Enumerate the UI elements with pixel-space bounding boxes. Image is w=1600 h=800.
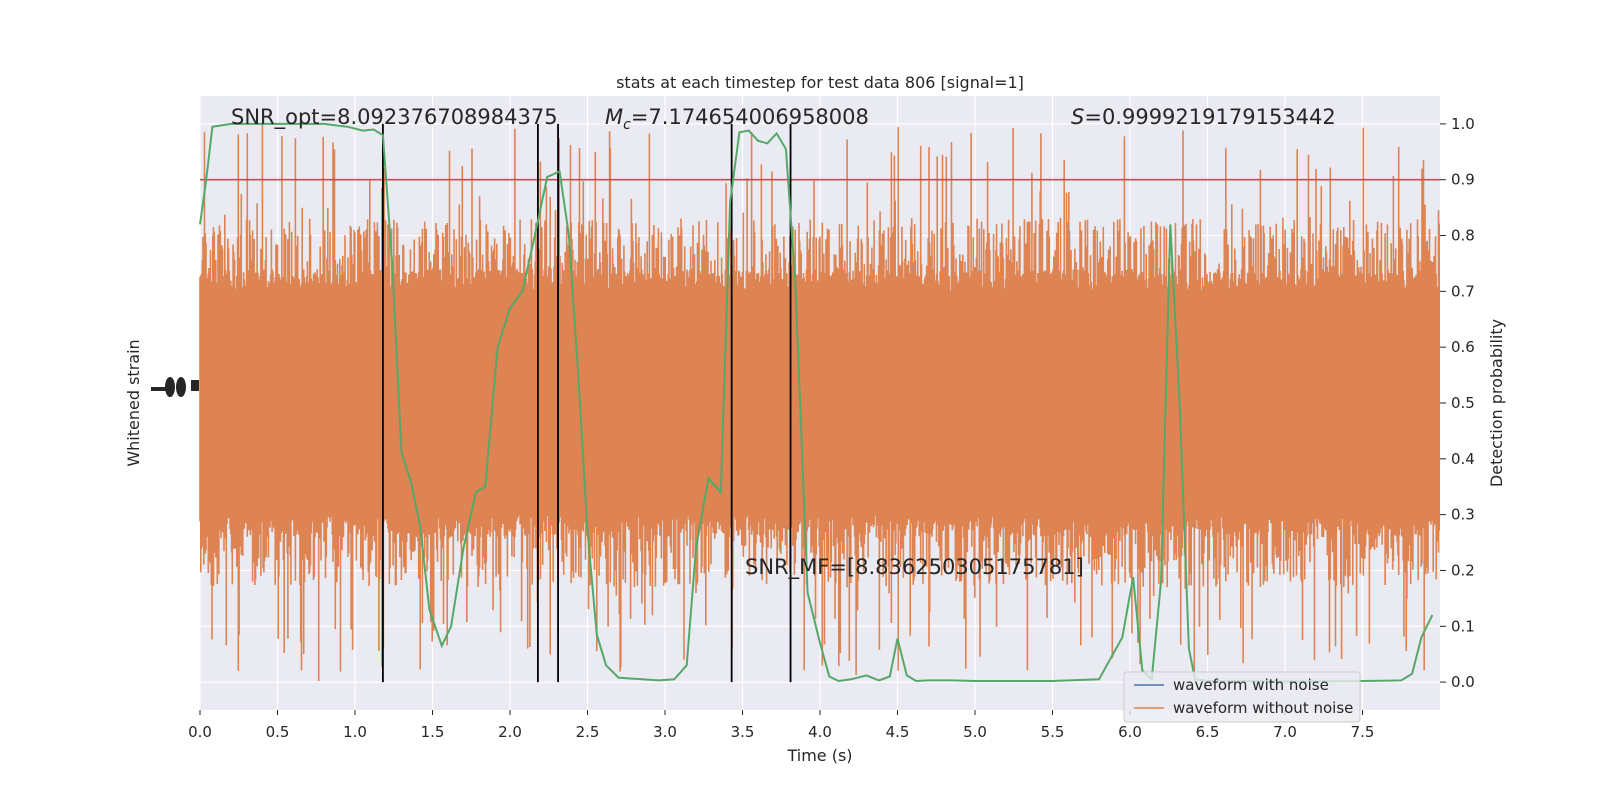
left-axis-ticks-collapsed (151, 377, 199, 397)
chart-title: stats at each timestep for test data 806… (616, 73, 1024, 92)
y-tick-label: 0.6 (1451, 338, 1475, 356)
legend-label-without-noise: waveform without noise (1173, 699, 1353, 717)
y-axis-label-right: Detection probability (1487, 319, 1506, 487)
x-tick-label: 5.0 (963, 723, 987, 741)
annotation-snr-opt: SNR_opt=8.092376708984375 (231, 105, 558, 130)
x-tick-label: 1.0 (343, 723, 367, 741)
y-tick-label: 0.8 (1451, 227, 1475, 245)
x-axis-label: Time (s) (786, 746, 852, 765)
x-tick-label: 2.5 (576, 723, 600, 741)
annotation-s: S=0.9999219179153442 (1071, 105, 1336, 129)
y-tick-label: 0.2 (1451, 561, 1475, 579)
y-tick-label: 0.0 (1451, 673, 1475, 691)
x-tick-label: 3.0 (653, 723, 677, 741)
y-tick-label: 1.0 (1451, 115, 1475, 133)
x-tick-label: 6.0 (1118, 723, 1142, 741)
y-axis-label-left: Whitened strain (124, 339, 143, 466)
strain-trace (199, 124, 1440, 682)
x-tick-label: 7.5 (1351, 723, 1375, 741)
y-tick-label: 0.4 (1451, 450, 1475, 468)
x-tick-label: 0.0 (188, 723, 212, 741)
legend-label-with-noise: waveform with noise (1173, 676, 1329, 694)
y-tick-label: 0.5 (1451, 394, 1475, 412)
x-tick-label: 0.5 (266, 723, 290, 741)
y-right-tick-labels: 0.0 0.1 0.2 0.3 0.4 0.5 0.6 0.7 0.8 0.9 1.0 (1440, 115, 1475, 691)
x-tick-label: 4.5 (886, 723, 910, 741)
x-tick-label: 5.5 (1041, 723, 1065, 741)
x-tick-label: 2.0 (498, 723, 522, 741)
y-tick-label: 0.3 (1451, 506, 1475, 524)
annotation-chirp-mass: Mc=7.174654006958008 (605, 105, 869, 133)
legend-box (1123, 671, 1361, 723)
x-tick-label: 1.5 (421, 723, 445, 741)
annotation-snr-mf: SNR_MF=[8.836250305175781] (745, 555, 1084, 580)
x-tick-labels: 0.0 0.5 1.0 1.5 2.0 2.5 3.0 3.5 4.0 4.5 5.0 5.5 6.0 6… (188, 710, 1374, 741)
strain-waveform (199, 124, 1440, 682)
y-tick-label: 0.1 (1451, 617, 1475, 635)
x-tick-label: 6.5 (1196, 723, 1220, 741)
y-tick-label: 0.9 (1451, 171, 1475, 189)
x-tick-label: 4.0 (808, 723, 832, 741)
y-tick-label: 0.7 (1451, 282, 1475, 300)
x-tick-label: 7.0 (1273, 723, 1297, 741)
x-tick-label: 3.5 (731, 723, 755, 741)
legend: waveform with noise waveform without noi… (1123, 671, 1361, 723)
